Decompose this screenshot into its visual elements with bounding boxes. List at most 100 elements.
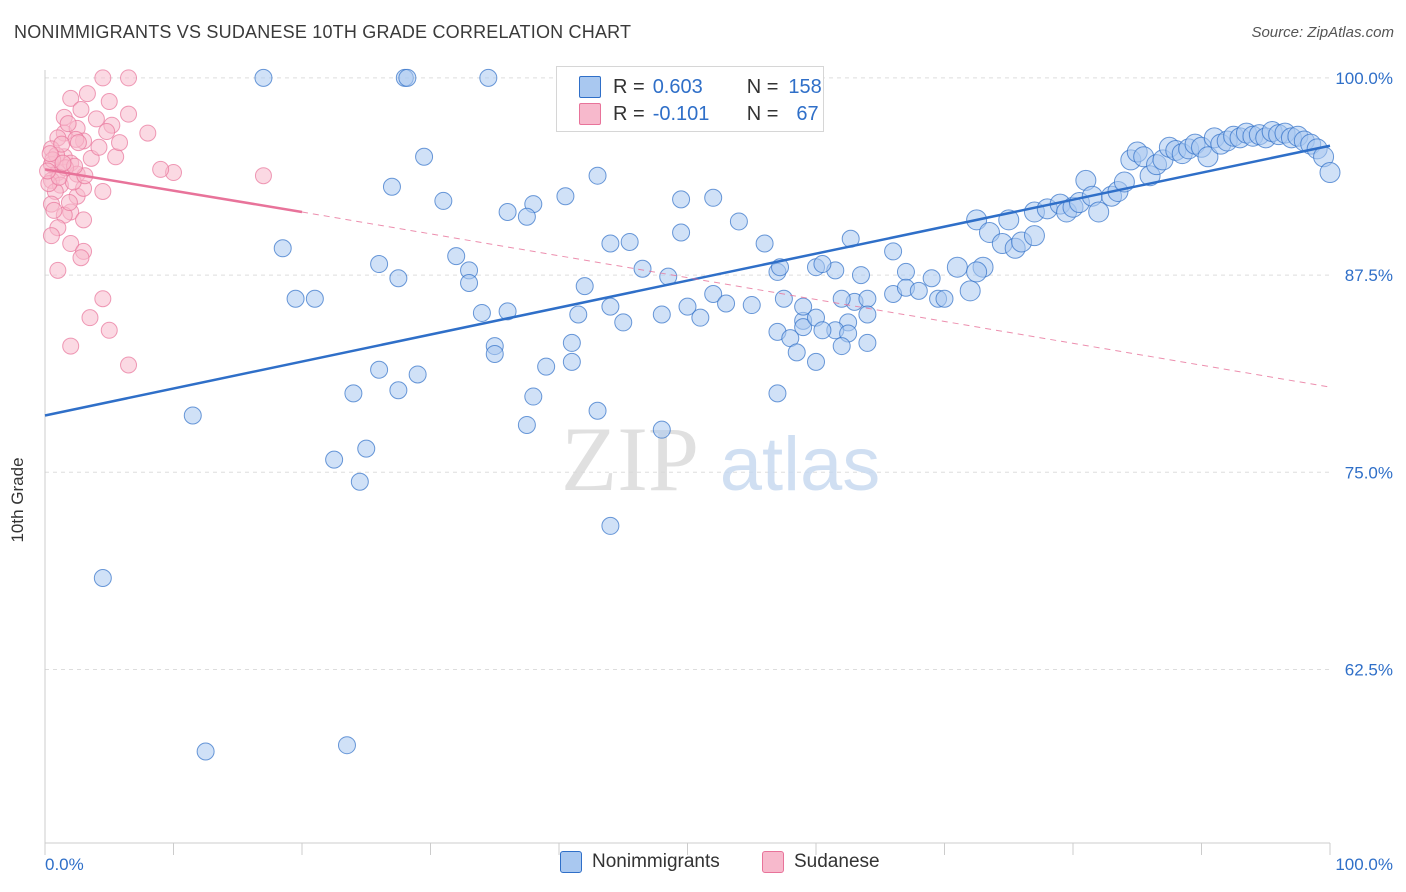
nonimmigrants-point <box>652 305 671 324</box>
nonimmigrants-point <box>794 318 813 337</box>
nonimmigrants-legend-label: Nonimmigrants <box>592 851 720 872</box>
nonimmigrants-point <box>569 305 588 324</box>
nonimmigrants-point <box>389 381 408 400</box>
nonimmigrants-point <box>408 365 427 384</box>
nonimmigrants-point <box>858 305 877 324</box>
sudanese-point <box>81 309 99 327</box>
y-tick-label: 62.5% <box>1345 660 1393 679</box>
nonimmigrants-point <box>729 212 748 231</box>
nonimmigrants-point <box>398 68 417 87</box>
nonimmigrants-point <box>562 333 581 352</box>
nonimmigrants-point <box>935 289 954 308</box>
sudanese-point <box>100 93 118 111</box>
nonimmigrants-point <box>672 223 691 242</box>
nonimmigrants-point <box>794 297 813 316</box>
legend-row-sudanese: R = -0.101 N = 67 <box>579 101 819 127</box>
sudanese-point <box>54 154 72 172</box>
sudanese-point <box>100 321 118 339</box>
nonimmigrants-point <box>633 259 652 278</box>
r-label: R = <box>613 75 645 98</box>
nonimmigrants-point <box>389 269 408 288</box>
sudanese-point <box>78 85 96 103</box>
nonimmigrants-point <box>382 177 401 196</box>
nonimmigrants-point <box>1023 225 1045 247</box>
sudanese-point <box>45 201 63 219</box>
sudanese-point <box>94 69 112 87</box>
nonimmigrants-point <box>183 406 202 425</box>
nonimmigrants-point <box>946 256 968 278</box>
nonimmigrants-point <box>350 472 369 491</box>
sudanese-point <box>111 134 129 152</box>
sudanese-point <box>87 110 105 128</box>
sudanese-point <box>41 145 59 163</box>
nonimmigrants-point <box>588 401 607 420</box>
sudanese-point <box>254 167 272 185</box>
nonimmigrants-point <box>1197 146 1219 168</box>
nonimmigrants-point <box>896 262 915 281</box>
sudanese-point <box>139 124 157 142</box>
nonimmigrants-point <box>325 450 344 469</box>
source-label: Source: ZipAtlas.com <box>1251 24 1394 41</box>
r-value: 0.603 <box>652 75 703 98</box>
sudanese-legend-swatch <box>762 851 784 873</box>
sudanese-point <box>60 194 78 212</box>
nonimmigrants-point <box>678 297 697 316</box>
nonimmigrants-point <box>1319 162 1341 184</box>
sudanese-point <box>62 235 80 253</box>
chart-title: NONIMMIGRANTS VS SUDANESE 10TH GRADE COR… <box>14 22 632 42</box>
nonimmigrants-point <box>196 742 215 761</box>
sudanese-point <box>120 105 138 123</box>
nonimmigrants-point <box>562 352 581 371</box>
n-value: 67 <box>796 102 819 125</box>
bottom-legend-sudanese: Sudanese <box>762 851 880 873</box>
nonimmigrants-point <box>691 308 710 327</box>
y-tick-label: 75.0% <box>1345 463 1393 482</box>
bottom-legend-nonimmigrants: Nonimmigrants <box>560 851 720 873</box>
nonimmigrants-point <box>717 294 736 313</box>
nonimmigrants-point <box>370 360 389 379</box>
sudanese-point <box>75 211 93 229</box>
nonimmigrants-point <box>813 321 832 340</box>
nonimmigrants-point <box>485 344 504 363</box>
y-tick-label: 87.5% <box>1345 266 1393 285</box>
watermark-atlas: atlas <box>720 422 881 507</box>
sudanese-point <box>42 227 60 245</box>
nonimmigrants-point <box>966 261 988 283</box>
sudanese-point <box>69 134 87 152</box>
nonimmigrants-point <box>601 297 620 316</box>
n-label: N = <box>746 102 779 125</box>
sudanese-point <box>107 148 125 166</box>
nonimmigrants-point <box>601 516 620 535</box>
nonimmigrants-point <box>460 273 479 292</box>
nonimmigrants-point <box>620 232 639 251</box>
sudanese-swatch <box>579 103 601 125</box>
nonimmigrants-point <box>755 234 774 253</box>
legend-row-nonimmigrants: R = 0.603 N = 158 <box>579 74 822 100</box>
nonimmigrants-point <box>447 247 466 266</box>
nonimmigrants-point <box>556 187 575 206</box>
x-tick-label: 100.0% <box>1335 855 1393 874</box>
nonimmigrants-swatch <box>579 76 601 98</box>
r-value: -0.101 <box>652 102 710 125</box>
sudanese-point <box>62 337 80 355</box>
nonimmigrants-point <box>851 266 870 285</box>
nonimmigrants-point <box>884 242 903 261</box>
nonimmigrants-point <box>517 415 536 434</box>
y-tick-label: 100.0% <box>1335 69 1393 88</box>
nonimmigrants-point <box>479 68 498 87</box>
sudanese-point <box>120 356 138 374</box>
nonimmigrants-point <box>537 357 556 376</box>
nonimmigrants-point <box>601 234 620 253</box>
watermark-zip: ZIP <box>561 408 699 510</box>
sudanese-trendline <box>44 168 303 214</box>
sudanese-point <box>94 290 112 308</box>
sudanese-point <box>62 89 80 107</box>
nonimmigrants-point <box>959 280 981 302</box>
nonimmigrants-trendline <box>44 144 1331 417</box>
nonimmigrants-point <box>254 68 273 87</box>
nonimmigrants-point <box>273 239 292 258</box>
n-value: 158 <box>788 75 822 98</box>
nonimmigrants-point <box>344 384 363 403</box>
sudanese-point <box>72 100 90 118</box>
